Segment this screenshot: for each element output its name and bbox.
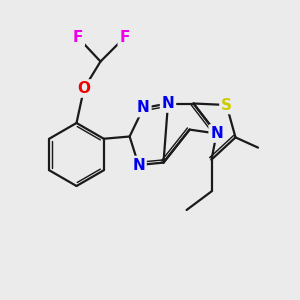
Text: N: N bbox=[162, 96, 174, 111]
Text: F: F bbox=[119, 30, 130, 45]
Text: N: N bbox=[210, 126, 223, 141]
Text: O: O bbox=[77, 81, 91, 96]
Text: N: N bbox=[137, 100, 150, 116]
Text: F: F bbox=[73, 30, 83, 45]
Text: N: N bbox=[132, 158, 145, 172]
Text: S: S bbox=[221, 98, 232, 112]
